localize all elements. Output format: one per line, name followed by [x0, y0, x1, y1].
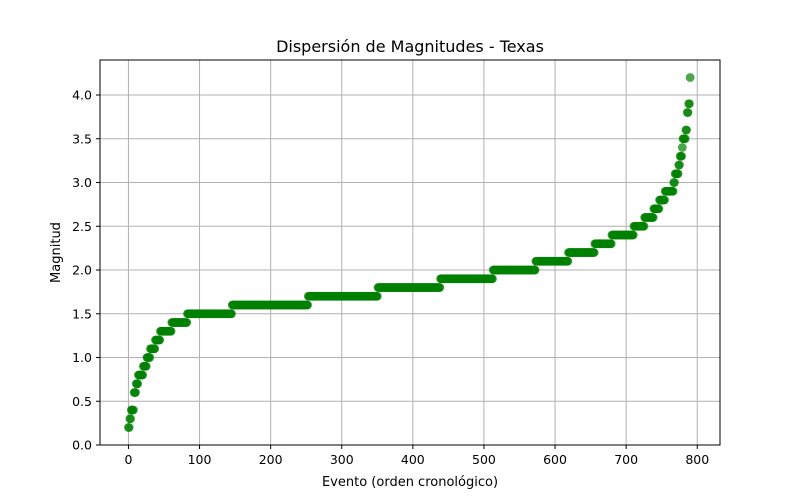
- data-point: [129, 405, 138, 415]
- y-tick-label: 1.0: [72, 350, 92, 365]
- y-tick-label: 4.0: [72, 88, 92, 103]
- x-axis-ticks: 0 100 200 300 400 500 600 700 800: [124, 445, 709, 467]
- data-point: [131, 388, 140, 397]
- data-point: [138, 370, 148, 380]
- data-point: [675, 160, 684, 170]
- y-tick-label: 0.0: [72, 438, 92, 453]
- data-point: [150, 344, 160, 354]
- data-point: [227, 309, 236, 319]
- data-point: [628, 230, 638, 240]
- data-points: [124, 73, 695, 432]
- data-point: [680, 134, 690, 144]
- data-point: [124, 423, 134, 432]
- data-point: [530, 265, 540, 275]
- x-tick-label: 500: [472, 452, 496, 467]
- x-tick-label: 600: [543, 452, 567, 467]
- data-point: [182, 318, 192, 327]
- data-point: [660, 195, 669, 205]
- data-point: [648, 213, 658, 222]
- data-point: [654, 204, 664, 214]
- data-point: [589, 248, 599, 257]
- data-point: [563, 256, 573, 266]
- y-tick-label: 0.5: [72, 394, 92, 409]
- x-tick-label: 700: [614, 452, 638, 467]
- x-tick-label: 200: [259, 452, 283, 467]
- y-tick-label: 2.5: [72, 219, 92, 234]
- x-tick-label: 300: [330, 452, 354, 467]
- data-point: [303, 300, 313, 310]
- data-point: [677, 151, 687, 161]
- data-point: [166, 326, 176, 336]
- data-point: [126, 414, 135, 424]
- data-point: [673, 169, 683, 179]
- plot-frame: [99, 59, 721, 446]
- y-axis-label: Magnitud: [49, 222, 64, 283]
- x-axis-label: Evento (orden cronológico): [322, 475, 498, 490]
- data-point: [141, 361, 151, 371]
- y-tick-label: 2.0: [72, 263, 92, 278]
- x-tick-label: 100: [188, 452, 212, 467]
- grid-lines: [100, 60, 720, 446]
- data-point: [682, 125, 691, 135]
- data-point: [155, 335, 165, 345]
- data-point: [685, 73, 695, 82]
- data-point: [133, 379, 143, 389]
- y-axis-ticks: 0.0 0.5 1.0 1.5 2.0 2.5 3.0 3.5 4.0: [72, 88, 100, 453]
- chart-title: Dispersión de Magnitudes - Texas: [276, 37, 544, 56]
- data-point: [435, 283, 445, 292]
- data-point: [670, 178, 679, 187]
- x-tick-label: 400: [401, 452, 425, 467]
- data-point: [639, 221, 649, 231]
- y-tick-label: 3.0: [72, 175, 92, 190]
- data-point: [372, 291, 382, 301]
- data-point: [685, 99, 694, 109]
- y-tick-label: 3.5: [72, 131, 92, 146]
- data-point: [488, 274, 497, 284]
- data-point: [606, 239, 616, 249]
- x-tick-label: 800: [685, 452, 709, 467]
- data-point: [683, 108, 693, 117]
- data-point: [145, 353, 155, 362]
- data-point: [668, 186, 678, 196]
- y-tick-label: 1.5: [72, 306, 92, 321]
- data-point: [677, 143, 687, 152]
- x-tick-label: 0: [124, 452, 132, 467]
